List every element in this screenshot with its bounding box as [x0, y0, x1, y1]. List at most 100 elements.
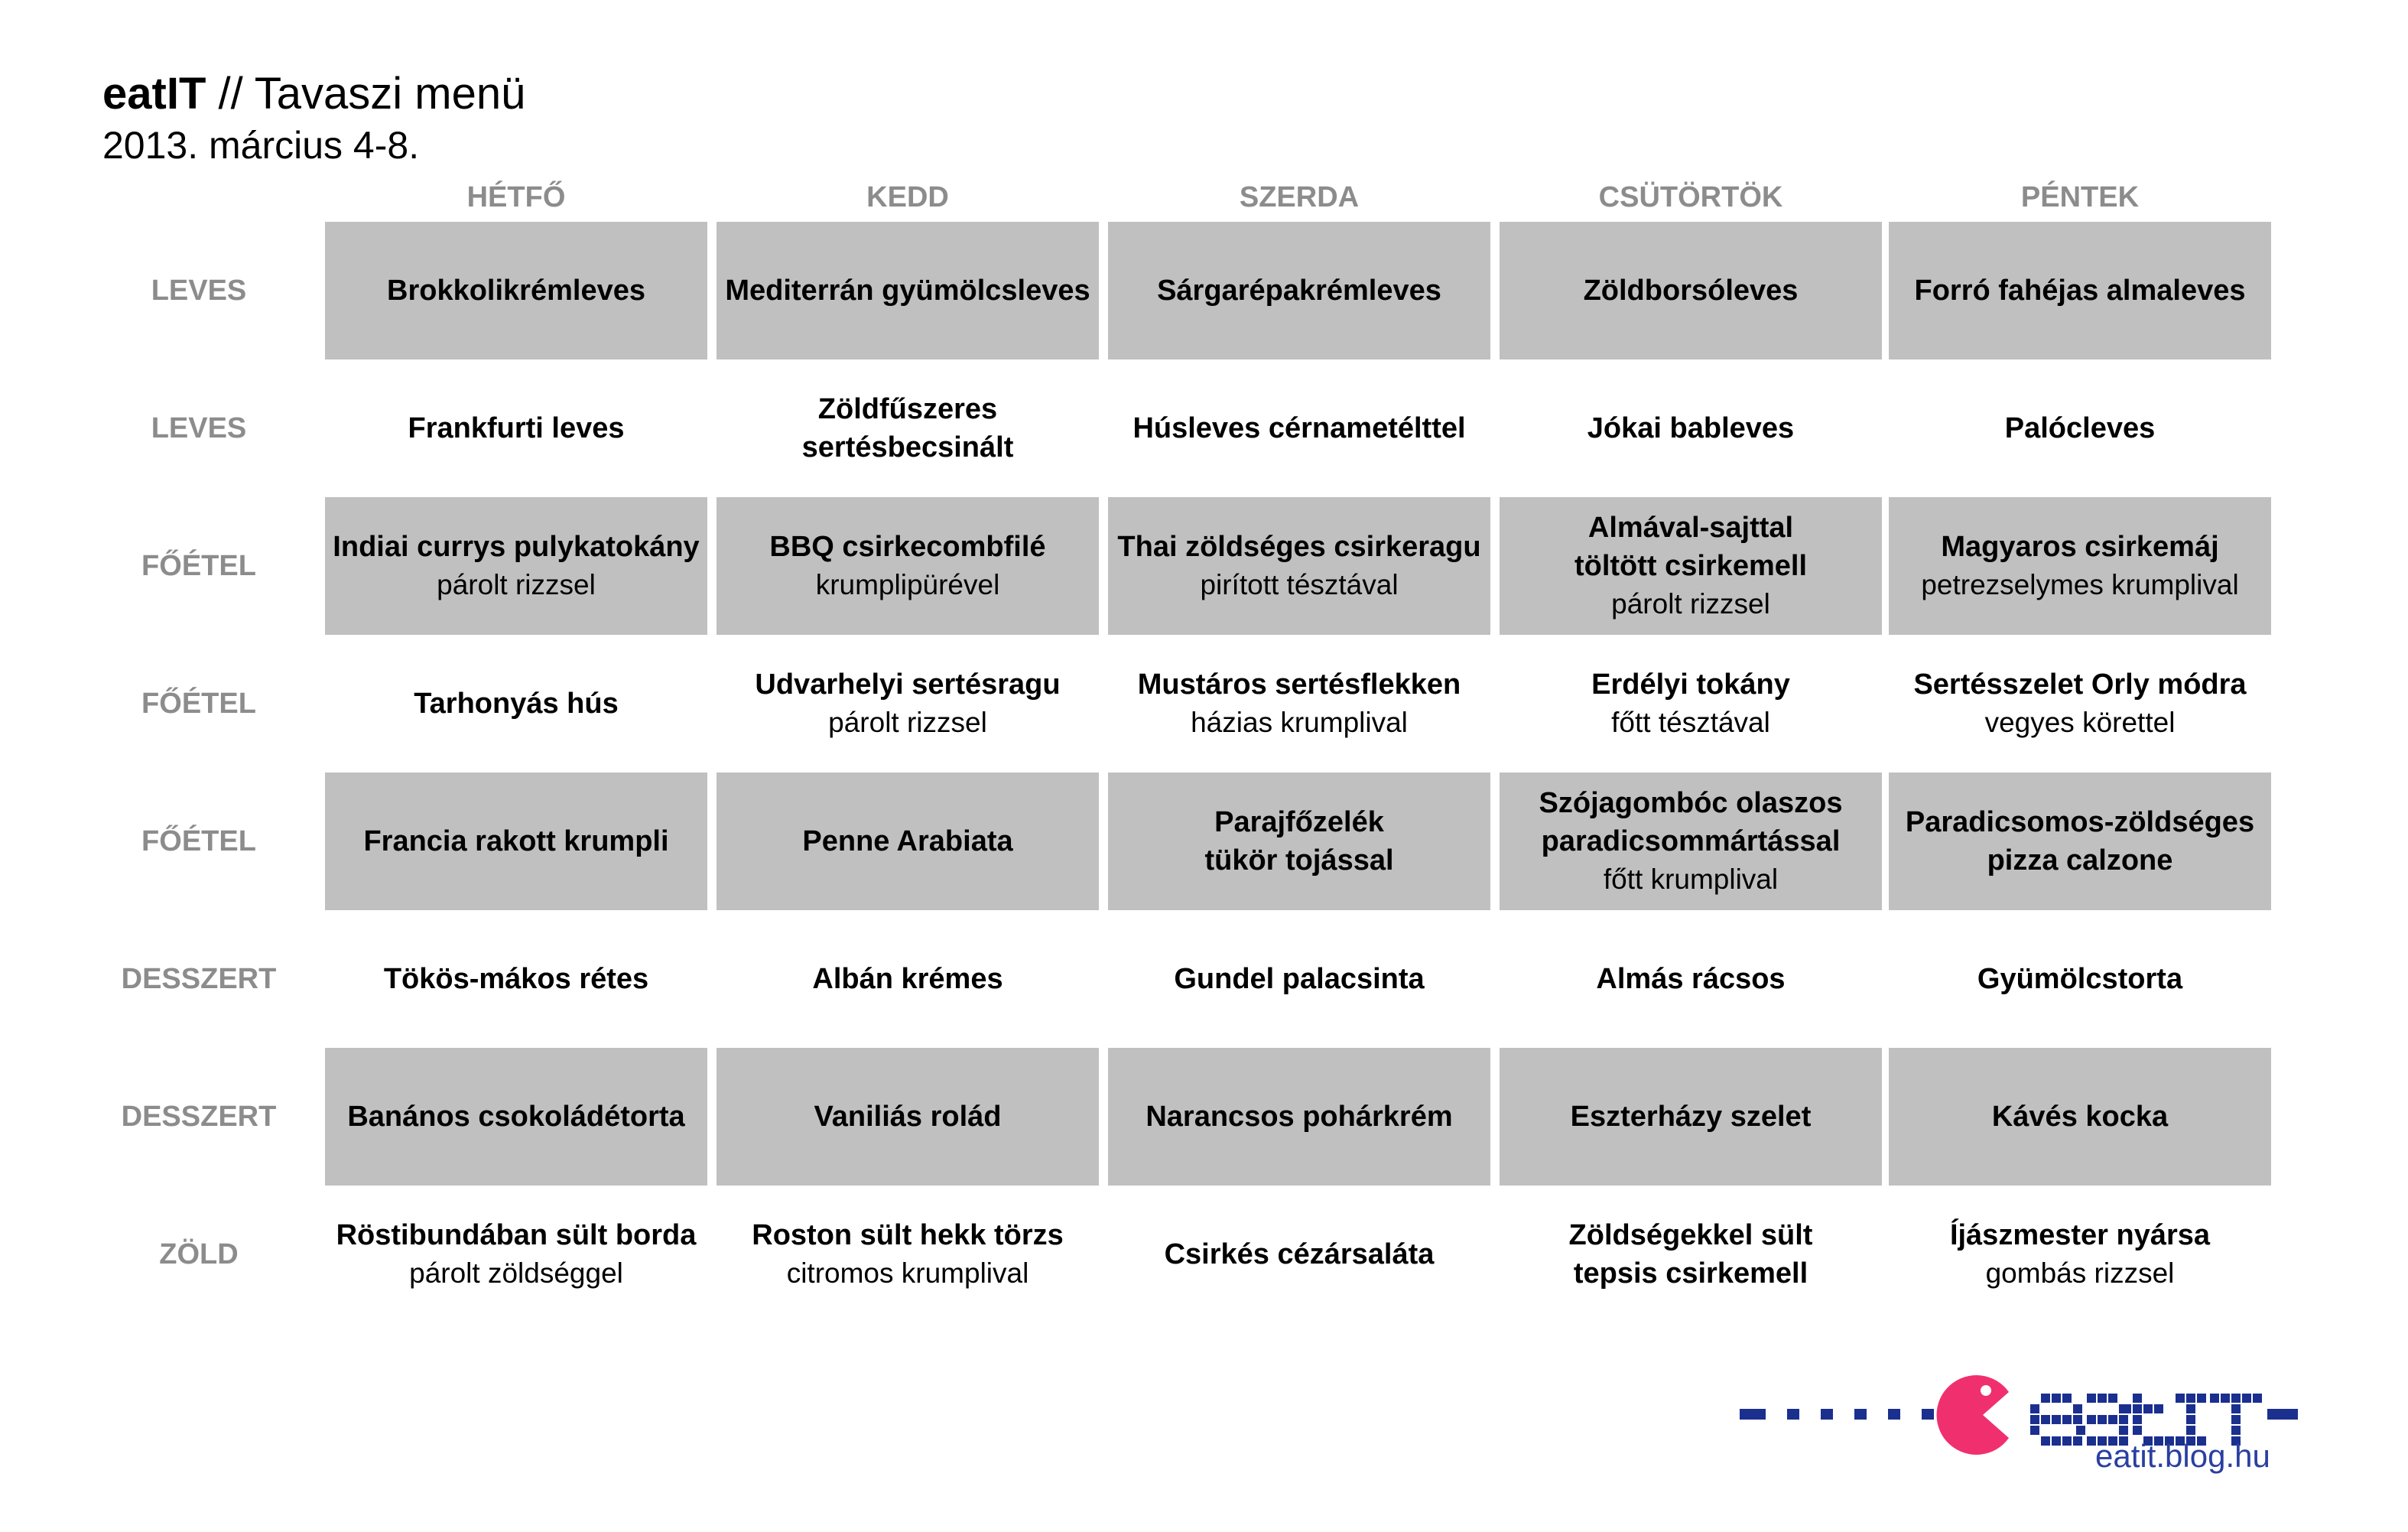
logo-pixel — [2108, 1436, 2117, 1446]
title-text: // Tavaszi menü — [206, 69, 526, 119]
logo-pixel — [2221, 1394, 2230, 1403]
logo-pixel — [2133, 1394, 2142, 1403]
row-label: LEVES — [151, 411, 247, 444]
logo-pixel — [2076, 1426, 2085, 1435]
dish-name: Frankfurti leves — [408, 412, 625, 444]
dish-side: párolt rizzsel — [437, 569, 596, 600]
menu-cell: Kávés kocka — [1889, 1048, 2271, 1186]
logo-pixel — [2041, 1394, 2050, 1403]
page-subtitle: 2013. március 4-8. — [102, 124, 420, 167]
dish-side: párolt rizzsel — [828, 707, 987, 738]
menu-cell: Íjászmester nyársa gombás rizzsel — [1889, 1186, 2271, 1323]
logo-pixel — [2253, 1394, 2262, 1403]
dish-name: Narancsos pohárkrém — [1146, 1101, 1453, 1133]
logo-dot — [1922, 1409, 1934, 1420]
menu-cell: Mustáros sertésflekken házias krumplival — [1108, 635, 1490, 773]
logo-dash — [1740, 1409, 1766, 1420]
menu-cell: Gyümölcstorta — [1889, 910, 2271, 1048]
day-header: KEDD — [866, 181, 949, 213]
dish-name: Gundel palacsinta — [1174, 963, 1425, 995]
dish-name: Palócleves — [2004, 412, 2156, 444]
menu-cell: Húsleves cérnametélttel — [1108, 359, 1490, 497]
logo-pixel — [2073, 1404, 2082, 1413]
menu-cell: Tökös-mákos rétes — [325, 910, 707, 1048]
dish-side: vegyes körettel — [1984, 707, 2176, 738]
logo-pixel — [2210, 1394, 2219, 1403]
dish-name: Íjászmester nyársa — [1949, 1219, 2211, 1251]
logo-pixel — [2041, 1415, 2050, 1424]
dish-name: Röstibundában sült borda — [336, 1219, 697, 1251]
row-label: FŐÉTEL — [141, 549, 256, 582]
dish-side: gombás rizzsel — [1985, 1257, 2175, 1289]
menu-cell: Gundel palacsinta — [1108, 910, 1490, 1048]
day-header: PÉNTEK — [2020, 181, 2140, 213]
menu-cell: Brokkolikrémleves — [325, 222, 707, 359]
dish-name: Udvarhelyi sertésragu — [755, 668, 1061, 701]
logo-pixel — [2108, 1415, 2117, 1424]
menu-cell: Frankfurti leves — [325, 359, 707, 497]
logo-pixel — [2041, 1436, 2050, 1446]
menu-cell: Albán krémes — [717, 910, 1099, 1048]
menu-cell: Almával-sajttal töltött csirkemell párolt… — [1500, 497, 1882, 635]
blog-url[interactable]: eatit.blog.hu — [2095, 1438, 2270, 1474]
dish-name: Gyümölcstorta — [1977, 963, 2183, 995]
menu-cell: Zöldségekkel sült tepsis csirkemell — [1500, 1186, 1882, 1323]
dish-name: Magyaros csirkemáj — [1941, 531, 2219, 563]
menu-cell: Palócleves — [1889, 359, 2271, 497]
logo-pixel — [2030, 1404, 2039, 1413]
logo-pixel — [2186, 1404, 2195, 1413]
logo-wordmark — [2030, 1394, 2262, 1446]
logo-dot — [1787, 1409, 1799, 1420]
logo-pixel — [2231, 1404, 2241, 1413]
dish-side: főtt krumplival — [1603, 864, 1779, 895]
dish-side: pirított tésztával — [1200, 569, 1399, 600]
dish-name: BBQ csirkecombfilé — [769, 531, 1046, 563]
menu-cell: Parajfőzelék tükör tojással — [1108, 773, 1490, 910]
logo-pixel — [2133, 1415, 2142, 1424]
menu-cell: Thai zöldséges csirkeragu pirított tésztá… — [1108, 497, 1490, 635]
row-label: DESSZERT — [121, 962, 277, 995]
dish-side: citromos krumplival — [786, 1257, 1029, 1289]
menu-cell: Paradicsomos-zöldséges pizza calzone — [1889, 773, 2271, 910]
menu-cell: Szójagombóc olaszos paradicsommártással f… — [1500, 773, 1882, 910]
menu-cell: Vaniliás rolád — [717, 1048, 1099, 1186]
logo-pixel — [2186, 1426, 2195, 1435]
dish-name: Albán krémes — [812, 963, 1003, 995]
dish-name: Sárgarépakrémleves — [1157, 275, 1441, 307]
dish-name: Szójagombóc olaszos paradicsommártással — [1539, 787, 1843, 857]
menu-cell: Narancsos pohárkrém — [1108, 1048, 1490, 1186]
dish-name: Sertésszelet Orly módra — [1913, 668, 2247, 701]
logo-pixel — [2143, 1436, 2153, 1446]
row-label: LEVES — [151, 274, 247, 307]
logo-pixel — [2122, 1404, 2131, 1413]
dish-name: Vaniliás rolád — [814, 1101, 1002, 1133]
dish-name: Paradicsomos-zöldséges pizza calzone — [1905, 806, 2255, 877]
dish-name: Zöldborsóleves — [1583, 275, 1799, 307]
logo-pixel — [2052, 1436, 2061, 1446]
dish-name: Csirkés cézársaláta — [1164, 1238, 1435, 1270]
dish-side: házias krumplival — [1191, 707, 1408, 738]
logo-pixel — [2154, 1404, 2163, 1413]
logo-pixel — [2087, 1415, 2096, 1424]
dish-name: Banános csokoládétorta — [347, 1101, 685, 1133]
logo-dot — [1854, 1409, 1867, 1420]
dish-name: Mustáros sertésflekken — [1137, 668, 1461, 701]
brand-name: eatIT — [102, 69, 206, 119]
logo-pixel — [2119, 1436, 2128, 1446]
logo-pixel — [2098, 1394, 2107, 1403]
menu-cell: Indiai currys pulykatokány párolt rizzsel — [325, 497, 707, 635]
logo-pixel — [2231, 1426, 2241, 1435]
page-title: eatIT // Tavaszi menü — [102, 67, 525, 121]
logo-pixel — [2176, 1436, 2185, 1446]
dish-side: főtt tésztával — [1611, 707, 1770, 738]
logo-pixel — [2052, 1415, 2061, 1424]
row-label: FŐÉTEL — [141, 825, 256, 857]
dish-side: párolt rizzsel — [1611, 588, 1770, 620]
day-header: HÉTFŐ — [466, 181, 566, 213]
dish-name: Húsleves cérnametélttel — [1133, 412, 1466, 444]
dish-name: Penne Arabiata — [802, 825, 1013, 857]
logo-pixel — [2087, 1436, 2096, 1446]
logo-pixel — [2119, 1415, 2128, 1424]
dish-name: Almás rácsos — [1596, 963, 1786, 995]
dish-name: Kávés kocka — [1991, 1101, 2169, 1133]
